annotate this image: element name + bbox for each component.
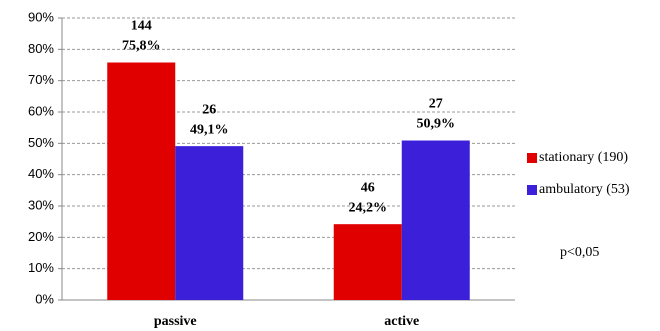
- legend-label: stationary (190): [539, 150, 628, 165]
- data-label: 27: [429, 97, 443, 112]
- x-tick-label: active: [384, 314, 419, 329]
- bar: [333, 224, 402, 300]
- y-tick-label: 70%: [28, 72, 54, 87]
- data-label: 24,2%: [349, 200, 388, 215]
- legend-label: ambulatory (53): [539, 182, 630, 197]
- y-tick-label: 60%: [28, 103, 54, 118]
- bar: [175, 146, 244, 300]
- data-label: 49,1%: [190, 122, 229, 137]
- x-tick-label: passive: [154, 314, 197, 329]
- y-tick-label: 20%: [28, 229, 54, 244]
- y-tick-label: 0%: [35, 291, 54, 306]
- annotation: p<0,05: [560, 245, 599, 260]
- bar: [401, 140, 470, 300]
- y-tick-label: 40%: [28, 166, 54, 181]
- y-tick-label: 10%: [28, 260, 54, 275]
- data-label: 26: [202, 102, 216, 117]
- y-tick-label: 80%: [28, 41, 54, 56]
- legend-marker: [527, 185, 537, 195]
- bar: [107, 62, 176, 300]
- data-label: 144: [131, 19, 152, 34]
- y-tick-label: 90%: [28, 9, 54, 24]
- data-label: 75,8%: [122, 39, 161, 54]
- legend-marker: [527, 153, 537, 163]
- data-label: 46: [361, 180, 375, 195]
- data-label: 50,9%: [417, 117, 456, 132]
- y-tick-label: 30%: [28, 197, 54, 212]
- y-tick-label: 50%: [28, 135, 54, 150]
